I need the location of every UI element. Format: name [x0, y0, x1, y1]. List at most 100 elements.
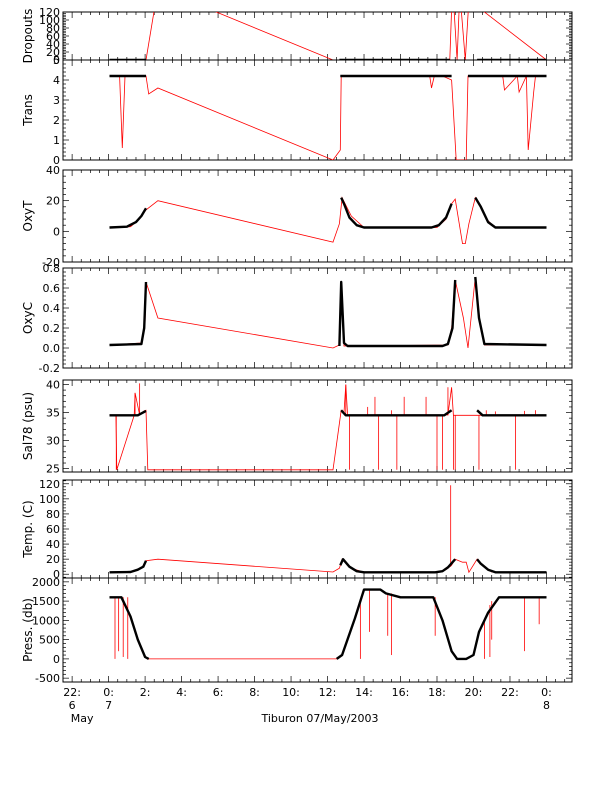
y-tick-label: 30 [46, 435, 60, 448]
y-tick-label: -0.2 [39, 362, 60, 375]
raw-series-line [109, 12, 547, 60]
panel-frame [62, 577, 573, 683]
y-tick-label: 1000 [32, 614, 60, 627]
raw-series-line [109, 589, 547, 660]
y-tick-label: 80 [46, 508, 60, 521]
panel-data [109, 196, 547, 245]
y-axis-label: Sal78 (psu) [21, 392, 35, 460]
y-axis-label: Dropouts [21, 9, 35, 64]
y-tick-label: 0 [53, 568, 60, 581]
x-tick-label: 20: [465, 686, 483, 699]
y-tick-label: 1500 [32, 595, 60, 608]
y-tick-label: 20 [46, 553, 60, 566]
y-tick-label: 60 [46, 30, 60, 43]
y-axis-label: OxyC [21, 302, 35, 334]
y-tick-label: 3 [53, 94, 60, 107]
smoothed-series-line [474, 196, 547, 229]
panel-3: -20 0 20 40 OxyT [21, 164, 573, 269]
smoothed-series-line [109, 409, 147, 417]
raw-series-line [109, 196, 547, 245]
y-tick-label: 2 [53, 114, 60, 127]
y-axis-label: Trans [21, 94, 35, 127]
y-tick-label: 100 [39, 493, 60, 506]
y-tick-label: 120 [39, 478, 60, 491]
y-tick-label: 0 [53, 54, 60, 67]
smoothed-series-line [340, 197, 453, 229]
panel-7: -500 0 500 1000 1500 2000 Press. (db) [21, 576, 573, 685]
x-tick-label: 16: [392, 686, 410, 699]
smoothed-series-line [109, 281, 148, 347]
y-tick-label: 0.4 [43, 302, 61, 315]
panel-2: 0 1 2 3 4 5 Trans [21, 54, 573, 167]
x-tick-sublabel: 6 [69, 699, 76, 712]
x-tick-label: 0: [541, 686, 552, 699]
y-tick-label: 80 [46, 22, 60, 35]
x-tick-sublabel: 7 [105, 699, 112, 712]
panel-frame [62, 267, 573, 369]
y-tick-label: 0.6 [43, 282, 61, 295]
raw-series-line [109, 276, 547, 349]
y-tick-label: 0.0 [43, 342, 61, 355]
y-tick-label: 20 [46, 195, 60, 208]
panel-frame [62, 59, 573, 161]
smoothed-series-line [109, 207, 148, 229]
raw-series-line [109, 75, 547, 160]
smoothed-series-line [476, 409, 547, 417]
smoothed-series-line [335, 588, 547, 661]
x-tick-label: 6: [213, 686, 224, 699]
panel-data [109, 276, 547, 349]
panel-data [109, 74, 547, 160]
panel-data [109, 485, 547, 574]
y-tick-label: 35 [46, 407, 60, 420]
y-tick-label: 500 [39, 634, 60, 647]
y-tick-label: 40 [46, 38, 60, 51]
x-tick-label: 0: [103, 686, 114, 699]
panel-stack: 020406080100120Dropouts012345Trans-20020… [21, 6, 573, 685]
y-tick-label: 5 [53, 54, 60, 67]
x-tick-sublabel: 8 [543, 699, 550, 712]
panel-frame [62, 479, 573, 579]
x-tick-label: 8: [249, 686, 260, 699]
raw-series-line [109, 558, 547, 574]
smoothed-series-line [338, 279, 457, 348]
y-axis-label: OxyT [21, 200, 35, 232]
panel-6: 0 20 40 60 80 100 120 Temp. (C) [21, 478, 573, 581]
raw-series-line [109, 384, 547, 471]
panel-5: 25 30 35 40 Sal78 (psu) [21, 378, 573, 476]
panel-frame [62, 169, 573, 263]
x-tick-label: 22: [63, 686, 81, 699]
smoothed-series-line [109, 560, 148, 574]
y-tick-label: 20 [46, 46, 60, 59]
y-tick-label: 0 [53, 154, 60, 167]
smoothed-series-line [340, 409, 453, 417]
y-tick-label: 40 [46, 164, 60, 177]
x-tick-label: 2: [140, 686, 151, 699]
panel-frame [62, 379, 573, 473]
x-axis-label: Tiburon 07/May/2003 [260, 712, 378, 725]
y-tick-label: 40 [46, 538, 60, 551]
x-tick-label: 18: [428, 686, 446, 699]
x-tick-label: 14: [355, 686, 373, 699]
y-tick-label: 100 [39, 14, 60, 27]
y-tick-label: 0.8 [43, 262, 61, 275]
panel-frame [62, 11, 573, 61]
x-tick-month: May [71, 712, 94, 725]
panel-data [109, 12, 547, 60]
smoothed-series-line [476, 558, 547, 574]
panel-4: -0.2 0.0 0.2 0.4 0.6 0.8 OxyC [21, 262, 573, 375]
smoothed-series-line [339, 558, 457, 574]
y-tick-label: 1 [53, 134, 60, 147]
x-tick-label: 10: [282, 686, 300, 699]
y-tick-label: 0.2 [43, 322, 61, 335]
y-tick-label: 0 [53, 225, 60, 238]
panel-data [109, 383, 547, 471]
smoothed-series-line [474, 276, 547, 347]
smoothed-series-line [109, 596, 150, 660]
y-tick-label: 120 [39, 6, 60, 19]
y-tick-label: 40 [46, 378, 60, 391]
y-tick-label: 25 [46, 463, 60, 476]
x-tick-label: 4: [176, 686, 187, 699]
